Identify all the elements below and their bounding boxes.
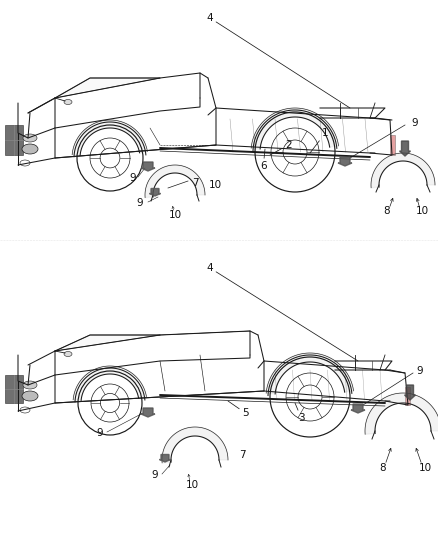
Bar	[390, 135, 395, 155]
Ellipse shape	[22, 391, 38, 401]
Text: 10: 10	[418, 463, 431, 473]
Text: 10: 10	[185, 480, 198, 490]
Ellipse shape	[22, 144, 38, 154]
FancyArrow shape	[141, 408, 155, 417]
Text: 1: 1	[310, 128, 328, 153]
Text: 9: 9	[412, 118, 418, 128]
FancyArrow shape	[338, 157, 352, 166]
Ellipse shape	[64, 351, 72, 357]
Text: 9: 9	[137, 198, 143, 208]
Text: 5: 5	[228, 401, 249, 418]
Polygon shape	[162, 427, 228, 463]
Polygon shape	[145, 165, 205, 198]
FancyArrow shape	[399, 141, 410, 156]
Text: 6: 6	[260, 149, 267, 171]
Text: 7: 7	[192, 178, 198, 188]
Polygon shape	[160, 331, 250, 335]
Text: 8: 8	[380, 463, 386, 473]
FancyBboxPatch shape	[5, 375, 23, 403]
Text: 9: 9	[97, 428, 103, 438]
Bar	[405, 387, 410, 405]
Text: 3: 3	[295, 403, 304, 423]
Text: 2: 2	[270, 140, 292, 155]
FancyArrow shape	[351, 404, 365, 413]
Polygon shape	[365, 393, 438, 434]
Text: 9: 9	[417, 366, 423, 376]
Polygon shape	[73, 366, 146, 400]
Text: 9: 9	[152, 470, 158, 480]
Text: 10: 10	[415, 206, 428, 216]
Polygon shape	[251, 108, 339, 149]
Polygon shape	[55, 78, 160, 98]
Text: 8: 8	[384, 206, 390, 216]
Polygon shape	[55, 335, 160, 351]
Text: 10: 10	[169, 210, 182, 220]
FancyBboxPatch shape	[5, 125, 23, 155]
Text: 9: 9	[130, 173, 136, 183]
FancyArrow shape	[159, 455, 170, 462]
Polygon shape	[266, 353, 353, 394]
Text: 7: 7	[239, 450, 245, 460]
Text: 4: 4	[207, 263, 358, 361]
Ellipse shape	[64, 100, 72, 104]
Text: 4: 4	[207, 13, 350, 108]
Polygon shape	[72, 120, 148, 156]
FancyArrow shape	[149, 189, 161, 196]
Ellipse shape	[23, 134, 37, 142]
FancyArrow shape	[405, 385, 416, 400]
Polygon shape	[371, 153, 435, 188]
FancyArrow shape	[141, 162, 155, 171]
Text: 10: 10	[208, 180, 222, 190]
Ellipse shape	[23, 381, 37, 389]
